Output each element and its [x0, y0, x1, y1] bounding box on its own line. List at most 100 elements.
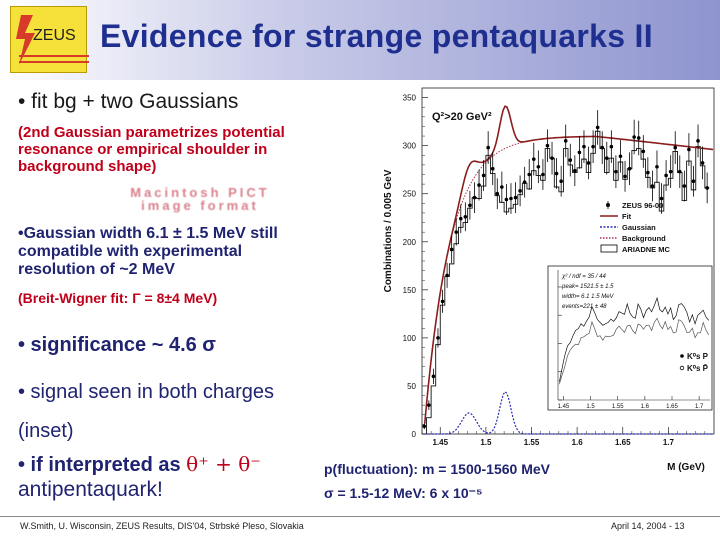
data-point	[641, 149, 646, 154]
data-point	[458, 216, 463, 221]
data-point	[604, 156, 609, 160]
data-point	[646, 170, 650, 175]
mass-spectrum-chart: 0 50 100 150 200 250 300 350 1.45 1.5 1.55 1.6 1.65 1…	[383, 87, 715, 473]
data-point	[673, 145, 678, 150]
data-point	[691, 179, 696, 184]
data-point	[655, 165, 659, 169]
data-point	[536, 165, 541, 169]
breit-wigner-note: (Breit-Wigner fit: Γ = 8±4 MeV)	[18, 290, 218, 306]
data-point	[618, 154, 623, 159]
data-point	[554, 171, 559, 176]
data-point	[559, 179, 563, 184]
data-point	[623, 174, 627, 179]
footer-author: W.Smith, U. Wisconsin, ZEUS Results, DIS…	[20, 521, 304, 531]
fluctuation-line-2: σ = 1.5-12 MeV: 6 x 10⁻⁵	[324, 485, 483, 501]
zeus-logo: ZEUS	[10, 6, 89, 73]
data-point	[454, 230, 459, 234]
inset-x-label: 1.45	[558, 404, 570, 410]
data-point	[632, 135, 636, 139]
data-point	[591, 144, 595, 149]
data-point	[427, 403, 431, 407]
data-point	[500, 185, 504, 189]
data-point	[664, 173, 668, 178]
data-point	[682, 184, 687, 188]
data-point	[490, 166, 495, 171]
footer-divider	[0, 516, 720, 517]
bullet-charges: • signal seen in both charges	[18, 381, 275, 403]
inset-stat-width: width= 6.1 1.5 MeV	[562, 294, 615, 300]
inset-series-kp	[559, 296, 709, 382]
data-point	[573, 168, 577, 173]
y-axis-label: Combinations / 0.005 GeV	[383, 169, 394, 292]
data-point	[600, 145, 605, 150]
data-point	[495, 191, 500, 196]
inset-x-label: 1.6	[641, 404, 650, 410]
bullet-fit-note: (2nd Gaussian parametrizes potential res…	[18, 124, 285, 175]
data-point	[577, 150, 582, 155]
legend-label: Background	[622, 234, 666, 243]
inset-legend-marker-kp	[680, 354, 684, 358]
data-point	[477, 183, 481, 187]
fluctuation-line-1: p(fluctuation): m = 1500-1560 MeV	[324, 461, 551, 477]
theta-formula: θ⁺ + θ⁻	[186, 452, 261, 476]
q2-cut-label: Q²>20 GeV²	[432, 111, 492, 123]
inset-stat-peak: peak= 1521.5 ± 1.5	[561, 284, 614, 290]
placeholder-line-1: Macintosh PICT	[130, 185, 270, 200]
inset-note: (inset)	[18, 420, 74, 442]
logo-text: ZEUS	[33, 27, 76, 44]
x-axis-label: M (GeV)	[667, 462, 705, 473]
data-point	[504, 197, 509, 202]
data-point	[486, 145, 490, 150]
inset-x-label: 1.5	[586, 404, 595, 410]
data-point	[440, 299, 445, 304]
bullet-significance: • significance ~ 4.6 σ	[18, 334, 216, 356]
lightning-bolt-icon	[16, 15, 35, 65]
y-tick-label: 150	[403, 286, 417, 295]
data-point	[687, 147, 691, 152]
data-point	[468, 203, 472, 208]
width-line-1: •Gaussian width 6.1 ± 1.5 MeV still	[18, 225, 278, 242]
placeholder-line-2: image format	[141, 198, 259, 213]
inset-x-label: 1.55	[612, 404, 624, 410]
data-point	[586, 161, 591, 165]
data-point	[541, 172, 545, 177]
data-point	[531, 157, 536, 161]
x-tick-label: 1.7	[663, 438, 675, 447]
x-tick-label: 1.45	[432, 438, 448, 447]
y-tick-label: 200	[403, 238, 417, 247]
y-tick-label: 300	[403, 142, 417, 151]
logo-underline-1	[19, 55, 89, 57]
data-point	[636, 136, 641, 140]
data-point	[522, 180, 527, 184]
y-tick-label: 250	[403, 190, 417, 199]
data-point	[700, 161, 705, 165]
gaussian-curve	[424, 390, 714, 435]
data-point	[614, 169, 618, 174]
data-point	[609, 144, 614, 149]
legend-label: ZEUS 96-00	[622, 201, 663, 210]
inset-x-label: 1.7	[695, 404, 704, 410]
data-point	[705, 186, 709, 190]
x-tick-label: 1.55	[524, 438, 540, 447]
inset-x-label: 1.65	[666, 404, 678, 410]
data-point	[431, 374, 436, 379]
y-tick-label: 350	[403, 94, 417, 103]
legend-label: Gaussian	[622, 223, 656, 232]
inset-series-kpbar	[559, 317, 709, 385]
data-point	[545, 143, 550, 148]
data-point	[463, 214, 468, 219]
x-tick-label: 1.5	[480, 438, 492, 447]
y-tick-label: 100	[403, 334, 417, 343]
legend-marker-box	[600, 244, 618, 253]
data-point	[550, 156, 554, 160]
data-point	[422, 424, 427, 429]
width-line-3: resolution of ~2 MeV	[18, 261, 175, 278]
data-point	[449, 247, 454, 252]
data-point	[445, 273, 449, 278]
note-line-2: resonance or empirical shoulder in	[18, 141, 268, 158]
legend-label: ARIADNE MC	[622, 245, 670, 254]
data-point	[595, 125, 600, 130]
antipentaquark-text: antipentaquark!	[18, 478, 163, 501]
inset-legend-kp: K⁰s P	[687, 352, 709, 361]
inset-legend-kpbar: K⁰s P̄	[687, 364, 709, 373]
